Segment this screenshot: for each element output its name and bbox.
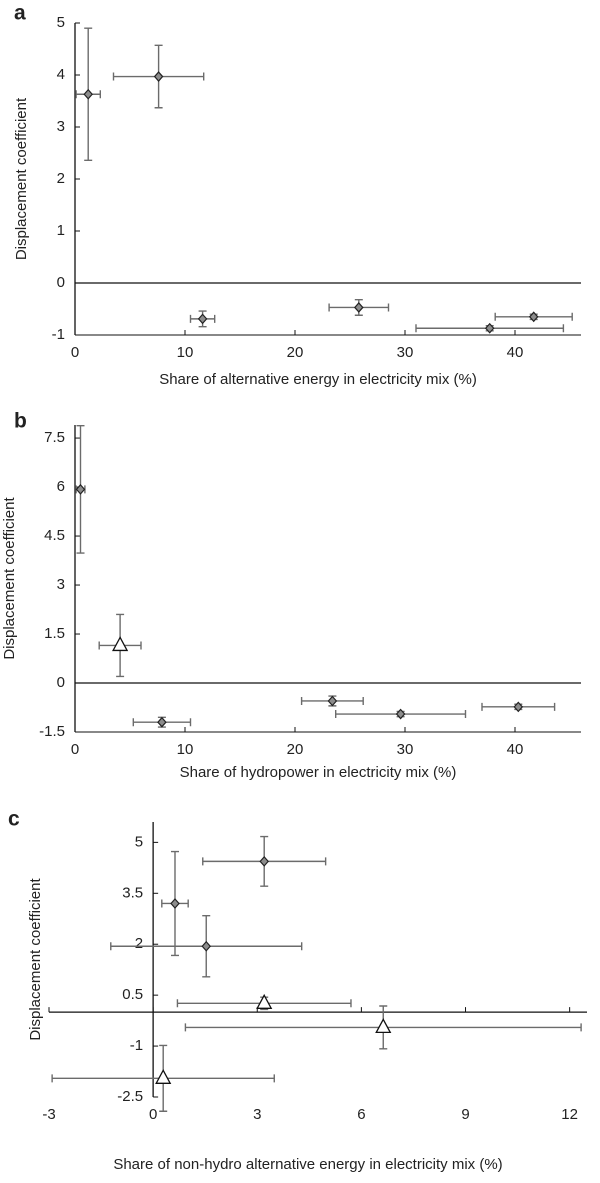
point	[259, 855, 270, 867]
y-tick-label: 7.5	[44, 429, 65, 446]
point	[75, 483, 86, 495]
y-tick-label: -1.5	[39, 723, 65, 740]
panel-label: b	[14, 410, 27, 433]
x-tick-label: 40	[507, 344, 524, 361]
y-tick-label: 3	[57, 576, 65, 593]
y-tick-label: 6	[57, 478, 65, 495]
x-tick-label: 3	[253, 1106, 261, 1123]
point	[375, 1018, 392, 1034]
point	[353, 302, 364, 313]
point	[395, 708, 406, 720]
x-tick-label: 40	[507, 741, 524, 758]
y-tick-label: 3.5	[122, 884, 143, 901]
point	[170, 898, 180, 909]
point	[83, 88, 94, 100]
x-tick-label: 12	[561, 1106, 578, 1123]
y-tick-label: 5	[135, 833, 143, 850]
point	[327, 695, 338, 707]
x-tick-label: 10	[177, 344, 194, 361]
y-tick-label: 4.5	[44, 527, 65, 544]
y-axis-label: Displacement coefficient	[13, 97, 30, 260]
y-tick-label: 0	[57, 274, 65, 291]
y-axis-label: Displacement coefficient	[27, 878, 44, 1041]
y-tick-label: 2	[57, 170, 65, 187]
y-tick-label: -1	[52, 326, 65, 343]
y-tick-label: 3	[57, 118, 65, 135]
x-tick-label: -3	[42, 1106, 55, 1123]
x-axis-label: Share of hydropower in electricity mix (…	[180, 764, 457, 781]
y-tick-label: 0.5	[122, 986, 143, 1003]
point	[155, 1068, 172, 1084]
y-tick-label: -1	[130, 1037, 143, 1054]
x-tick-label: 0	[149, 1106, 157, 1123]
point	[528, 311, 539, 323]
x-tick-label: 9	[461, 1106, 469, 1123]
x-axis-label: Share of alternative energy in electrici…	[159, 371, 477, 388]
x-tick-label: 30	[397, 344, 414, 361]
point	[256, 993, 273, 1009]
y-tick-label: 5	[57, 14, 65, 31]
y-tick-label: 2	[135, 935, 143, 952]
y-tick-label: 0	[57, 674, 65, 691]
x-tick-label: 20	[287, 741, 304, 758]
y-tick-label: 1.5	[44, 625, 65, 642]
point	[197, 313, 208, 325]
x-tick-label: 10	[177, 741, 194, 758]
x-tick-label: 20	[287, 344, 304, 361]
point	[112, 636, 129, 652]
x-tick-label: 30	[397, 741, 414, 758]
x-tick-label: 0	[71, 344, 79, 361]
y-tick-label: 1	[57, 222, 65, 239]
point	[153, 71, 164, 82]
x-axis-label: Share of non-hydro alternative energy in…	[113, 1156, 502, 1173]
point	[513, 701, 524, 713]
y-axis-label: Displacement coefficient	[1, 497, 18, 660]
point	[157, 716, 167, 728]
panel-label: a	[14, 2, 26, 25]
point	[201, 940, 212, 952]
x-tick-label: 0	[71, 741, 79, 758]
point	[484, 322, 495, 334]
y-tick-label: -2.5	[117, 1088, 143, 1105]
y-tick-label: 4	[57, 66, 65, 83]
panel-label: c	[8, 808, 20, 831]
x-tick-label: 6	[357, 1106, 365, 1123]
